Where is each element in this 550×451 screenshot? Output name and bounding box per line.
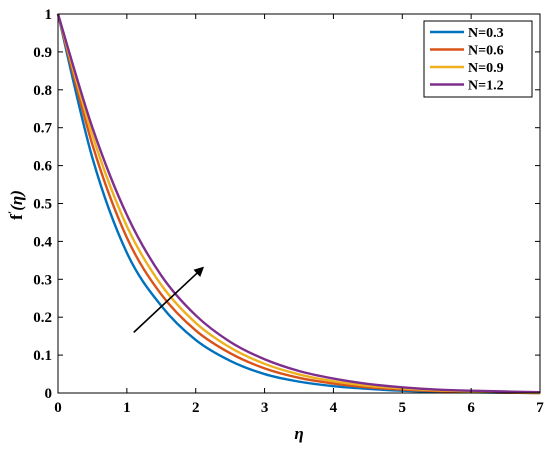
legend-label-2: N=0.6 <box>468 44 504 59</box>
y-tick-label: 0.9 <box>33 45 52 61</box>
y-tick-label: 0.6 <box>33 159 52 175</box>
x-tick-label: 1 <box>123 400 131 416</box>
x-tick-label: 3 <box>261 400 269 416</box>
y-tick-label: 0.8 <box>33 83 52 99</box>
plot-area <box>56 13 541 395</box>
x-axis-label: η <box>294 424 303 443</box>
y-axis-label-main: f <box>7 214 26 220</box>
legend-label-3: N=0.9 <box>468 61 504 76</box>
y-tick-label: 0.4 <box>33 234 52 250</box>
y-tick-label: 0.2 <box>33 310 52 326</box>
x-tick-label: 7 <box>536 400 544 416</box>
legend-label-1: N=0.3 <box>468 26 504 41</box>
y-tick-label: 1 <box>45 7 53 23</box>
y-axis-label: f′(η) <box>5 190 26 220</box>
x-tick-label: 0 <box>54 400 62 416</box>
trend-arrow <box>133 266 205 333</box>
axes: 0 1 2 3 4 5 6 7 0 0.1 0.2 0.3 0.4 0.5 0.6 0.7 0.8 0.9 1 <box>33 7 544 416</box>
x-tick-label: 4 <box>330 400 338 416</box>
y-axis-label-prime: ′ <box>5 211 19 214</box>
y-tick-label: 0.1 <box>33 348 52 364</box>
y-tick-label: 0.7 <box>33 121 52 137</box>
series-line-4 <box>56 13 541 394</box>
y-tick-label: 0 <box>45 386 53 402</box>
x-tick-label: 6 <box>467 400 475 416</box>
y-axis-label-arg: (η) <box>7 190 26 211</box>
legend-label-4: N=1.2 <box>468 79 504 94</box>
legend: N=0.3 N=0.6 N=0.9 N=1.2 <box>423 20 533 98</box>
y-tick-label: 0.5 <box>33 197 52 213</box>
x-tick-label: 5 <box>399 400 407 416</box>
y-tick-label: 0.3 <box>33 272 52 288</box>
x-tick-label: 2 <box>192 400 200 416</box>
